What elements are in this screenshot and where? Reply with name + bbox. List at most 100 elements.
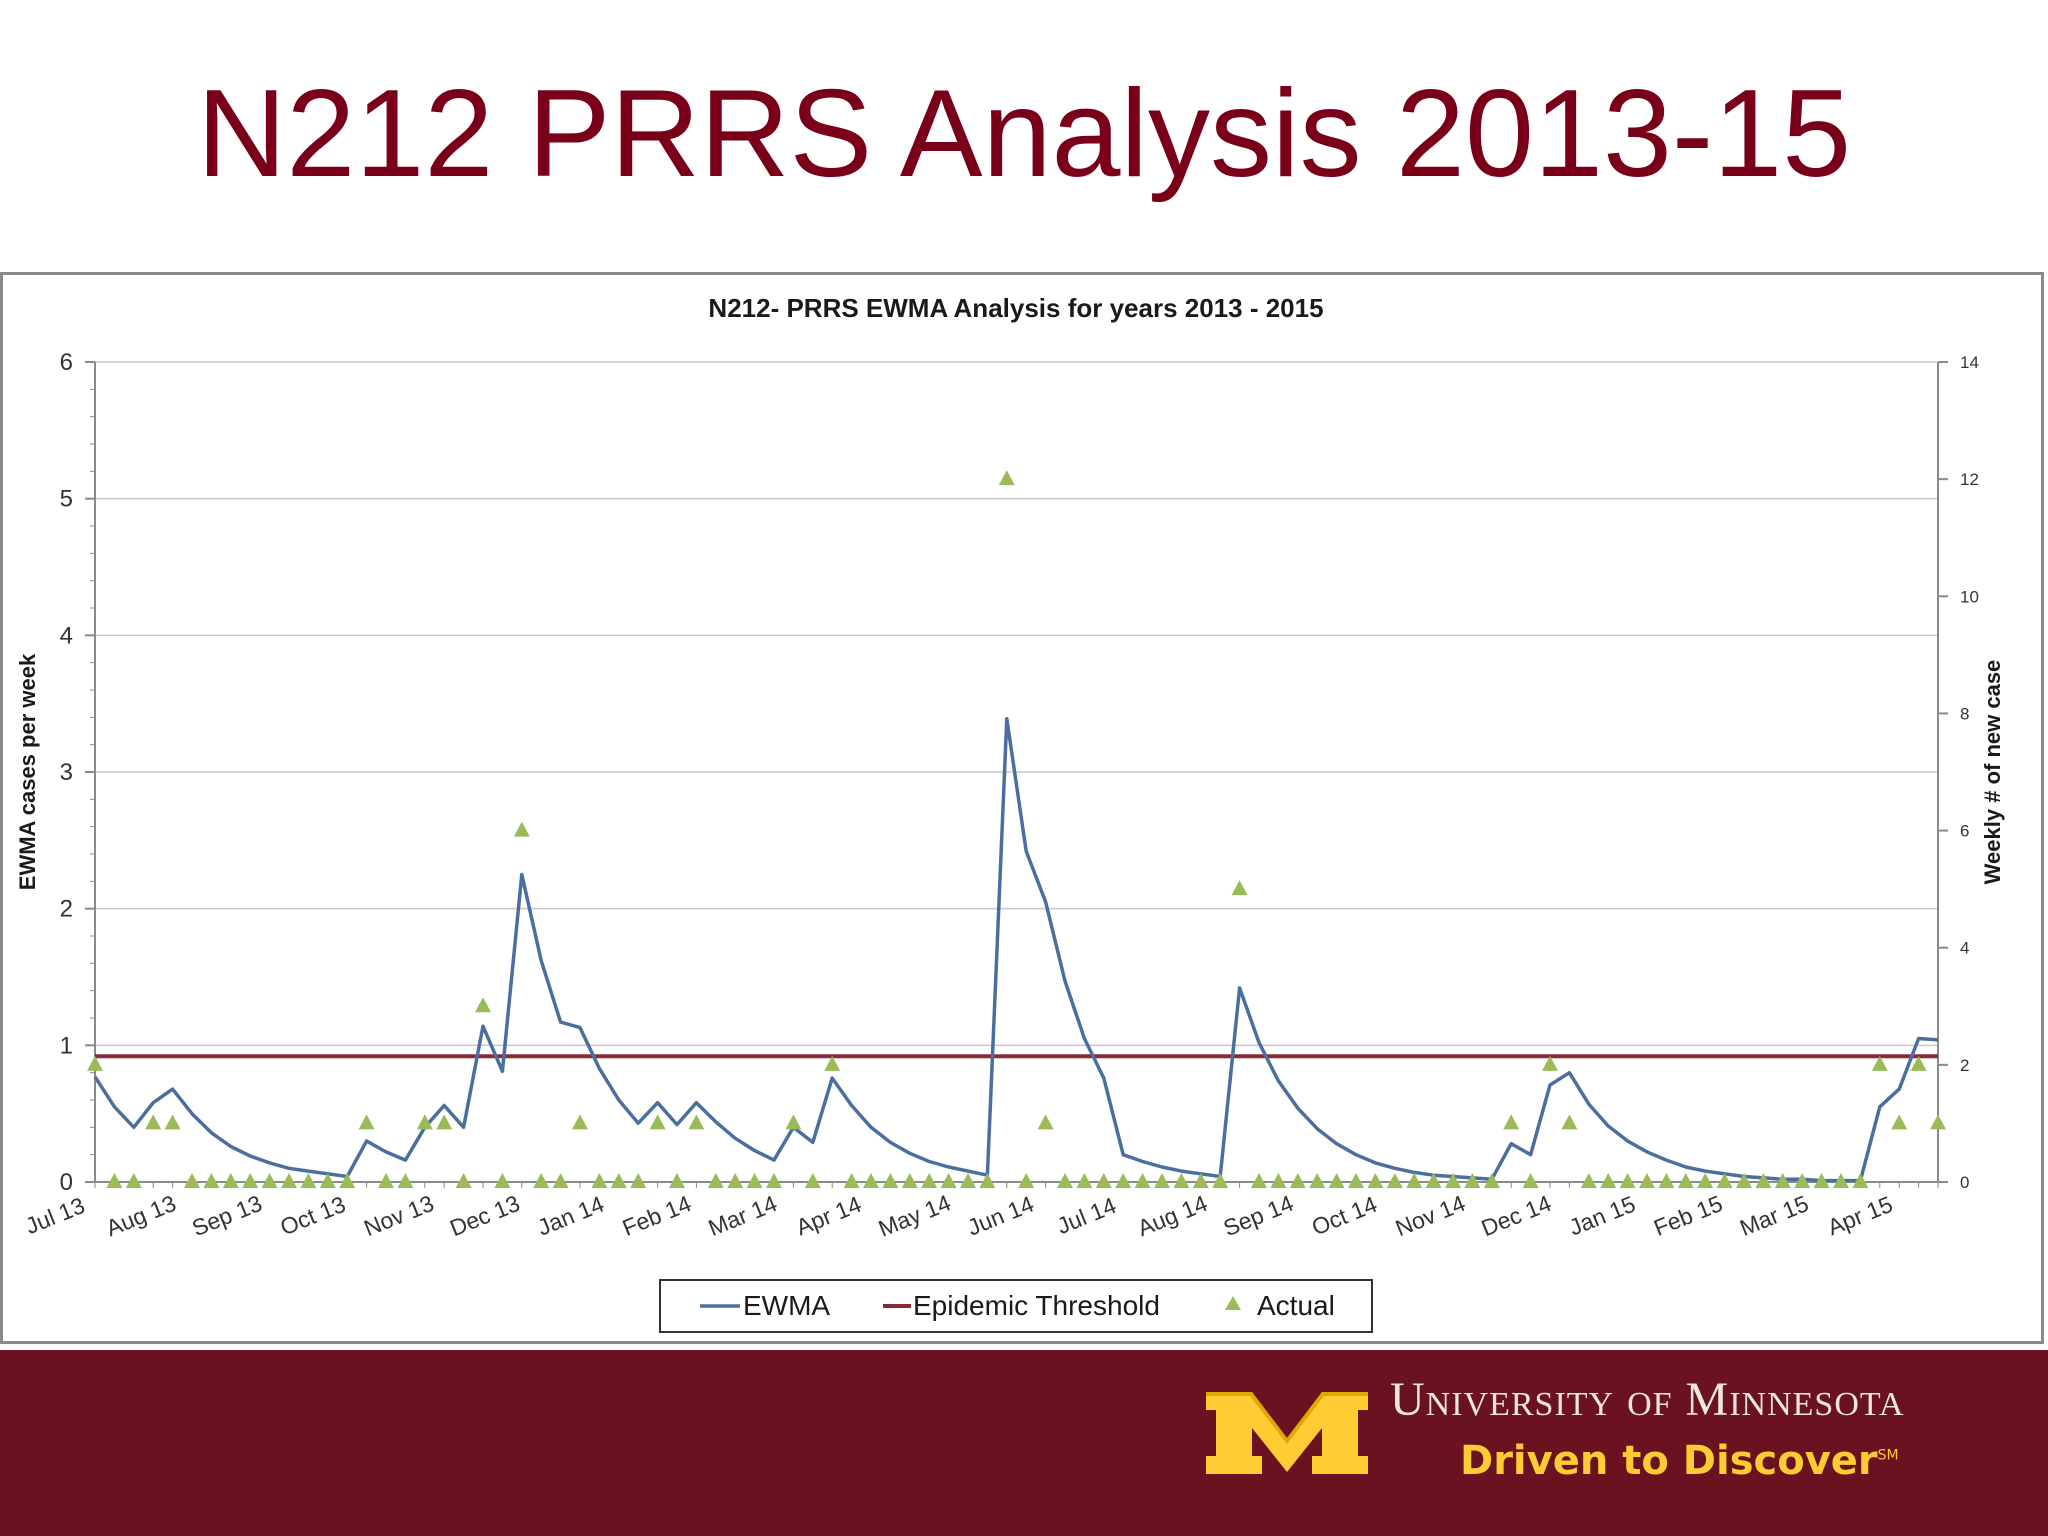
x-tick-label: Nov 13 <box>360 1190 437 1241</box>
chart-legend: EWMA Epidemic Threshold Actual <box>659 1279 1373 1333</box>
actual-point <box>746 1173 763 1188</box>
actual-point <box>513 821 530 837</box>
y-tick-label-right: 0 <box>1960 1173 1969 1192</box>
actual-point <box>1270 1173 1287 1188</box>
actual-point <box>475 997 491 1013</box>
x-tick-label: Jan 14 <box>534 1191 608 1241</box>
actual-point <box>1173 1173 1190 1188</box>
actual-point <box>261 1173 278 1188</box>
actual-point <box>1600 1173 1617 1188</box>
x-tick-label: Jul 13 <box>22 1192 89 1239</box>
university-m-logo-icon <box>1206 1392 1368 1474</box>
actual-point <box>1367 1173 1384 1188</box>
actual-point <box>552 1173 569 1188</box>
actual-point <box>203 1173 220 1188</box>
actual-point <box>397 1173 414 1188</box>
y-tick-label-left: 4 <box>60 622 73 649</box>
actual-point <box>1891 1114 1908 1130</box>
actual-point <box>1619 1173 1636 1188</box>
actual-point <box>416 1114 433 1130</box>
actual-point <box>1406 1173 1423 1188</box>
x-tick-label: Feb 15 <box>1650 1190 1726 1241</box>
actual-point <box>1076 1173 1093 1188</box>
actual-point <box>804 1173 821 1188</box>
y-tick-label-right: 12 <box>1960 470 1979 489</box>
actual-series-points <box>87 470 1946 1188</box>
actual-point <box>1794 1173 1811 1188</box>
actual-point <box>863 1173 879 1188</box>
y-tick-label-right: 8 <box>1960 704 1969 723</box>
actual-point <box>1852 1173 1869 1188</box>
actual-point <box>688 1114 705 1130</box>
chart-title: N212- PRRS EWMA Analysis for years 2013 … <box>708 293 1323 323</box>
actual-point <box>1522 1173 1539 1188</box>
x-tick-label: Oct 13 <box>277 1191 350 1240</box>
actual-point <box>785 1114 802 1130</box>
service-mark: SM <box>1877 1447 1899 1464</box>
actual-point <box>707 1173 724 1188</box>
actual-point <box>1561 1114 1578 1130</box>
actual-point <box>436 1114 453 1130</box>
actual-point <box>591 1173 608 1188</box>
y-axis-label-right: Weekly # of new case <box>1980 660 2005 885</box>
legend-actual-label: Actual <box>1257 1290 1335 1321</box>
actual-point <box>378 1173 394 1188</box>
actual-point <box>1231 880 1248 896</box>
actual-point <box>222 1173 239 1188</box>
actual-point <box>1813 1173 1830 1188</box>
actual-point <box>494 1173 511 1188</box>
actual-point <box>1483 1173 1500 1188</box>
actual-point <box>1930 1114 1946 1130</box>
actual-point <box>1716 1173 1733 1188</box>
actual-point <box>1677 1173 1694 1188</box>
actual-point <box>300 1173 317 1188</box>
legend-threshold-label: Epidemic Threshold <box>913 1290 1160 1321</box>
actual-point <box>630 1173 647 1188</box>
actual-point <box>1542 1055 1558 1071</box>
actual-point <box>1503 1114 1520 1130</box>
x-tick-label: Jan 15 <box>1565 1191 1639 1241</box>
actual-point <box>1309 1173 1326 1188</box>
y-tick-labels-right: 0 2 4 6 8 10 12 14 <box>1960 353 1979 1192</box>
x-tick-label: Jul 14 <box>1053 1192 1120 1239</box>
actual-point <box>1134 1173 1151 1188</box>
actual-point <box>572 1114 588 1130</box>
actual-point <box>1580 1173 1597 1188</box>
actual-point <box>242 1173 259 1188</box>
actual-point <box>339 1173 356 1188</box>
y-tick-label-left: 6 <box>60 349 73 376</box>
actual-point <box>1251 1173 1267 1188</box>
x-tick-label: Aug 13 <box>102 1190 179 1241</box>
actual-point <box>106 1173 123 1188</box>
actual-point <box>533 1173 550 1188</box>
legend-ewma-label: EWMA <box>743 1290 830 1321</box>
y-tick-label-right: 6 <box>1960 822 1969 841</box>
actual-point <box>1910 1055 1927 1071</box>
y-axis-label-left: EWMA cases per week <box>15 653 40 890</box>
actual-point <box>1774 1173 1791 1188</box>
x-tick-label: Jun 14 <box>964 1191 1038 1241</box>
grid-lines <box>95 361 1938 1047</box>
y-tick-label-left: 5 <box>60 486 73 513</box>
x-tick-labels: Jul 13 Aug 13 Sep 13 Oct 13 Nov 13 Dec 13 Jan … <box>22 1189 1897 1241</box>
actual-point <box>1425 1173 1442 1188</box>
footer-bar: University of Minnesota Driven to Discov… <box>0 1350 2048 1536</box>
x-tick-label: Mar 15 <box>1736 1190 1812 1241</box>
actual-point <box>1697 1173 1714 1188</box>
actual-point <box>1154 1173 1170 1188</box>
y-tick-label-right: 14 <box>1960 353 1979 372</box>
actual-point <box>1095 1173 1112 1188</box>
x-tick-label: Sep 14 <box>1220 1190 1298 1241</box>
actual-point <box>1328 1173 1345 1188</box>
actual-point <box>164 1114 181 1130</box>
actual-point <box>1445 1173 1461 1188</box>
x-tick-label: Feb 14 <box>619 1190 695 1241</box>
y-tick-labels-left: 0 1 2 3 4 5 6 <box>60 349 73 1196</box>
actual-point <box>979 1173 996 1188</box>
x-tick-label: Apr 14 <box>792 1191 865 1241</box>
actual-point <box>669 1173 685 1188</box>
x-tick-label: Dec 13 <box>446 1190 523 1241</box>
actual-point <box>281 1173 297 1188</box>
y-tick-label-right: 10 <box>1960 587 1979 606</box>
x-tick-label: Nov 14 <box>1392 1190 1470 1241</box>
